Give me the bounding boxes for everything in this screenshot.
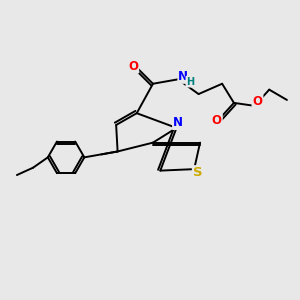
Text: O: O xyxy=(253,95,262,108)
Text: N: N xyxy=(173,116,183,129)
Text: O: O xyxy=(212,114,222,127)
Text: O: O xyxy=(128,60,138,73)
Text: H: H xyxy=(186,77,194,87)
Text: N: N xyxy=(178,70,188,83)
Text: S: S xyxy=(193,166,202,179)
